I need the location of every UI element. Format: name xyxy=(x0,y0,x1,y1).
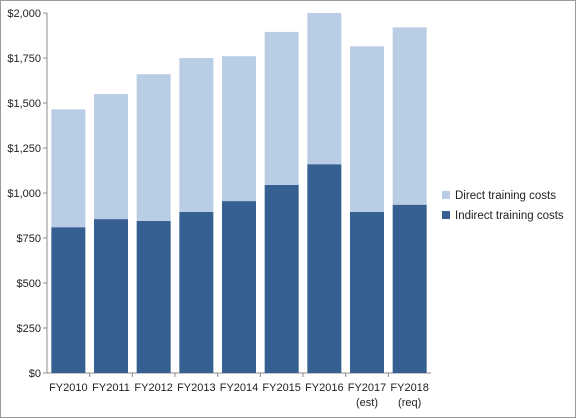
x-tick-label: FY2016 xyxy=(305,382,344,394)
y-tick-label: $1,250 xyxy=(7,143,41,155)
bar-direct-1 xyxy=(94,94,128,220)
bar-direct-4 xyxy=(222,56,256,202)
legend-label: Indirect training costs xyxy=(455,210,564,222)
y-tick-label: $500 xyxy=(17,278,41,290)
legend-label: Direct training costs xyxy=(455,190,556,202)
y-tick-label: $1,000 xyxy=(7,188,41,200)
x-tick-label: (req) xyxy=(398,397,421,409)
bar-direct-5 xyxy=(264,31,299,185)
bar-direct-6 xyxy=(307,13,342,165)
bar-indirect-5 xyxy=(264,184,299,373)
bar-indirect-2 xyxy=(136,220,171,373)
y-tick-label: $250 xyxy=(17,323,41,335)
y-tick-label: $1,750 xyxy=(7,53,41,65)
bar-indirect-0 xyxy=(51,227,86,373)
bar-direct-8 xyxy=(392,27,427,205)
y-tick-label: $2,000 xyxy=(7,8,41,20)
x-tick-label: FY2010 xyxy=(49,382,88,394)
bars xyxy=(51,13,427,373)
legend: Direct training costs Indirect training c… xyxy=(442,190,564,222)
bar-direct-3 xyxy=(179,58,214,212)
x-tick-label: (est) xyxy=(356,397,378,409)
bar-indirect-3 xyxy=(179,211,214,373)
y-tick-label: $0 xyxy=(29,368,41,380)
legend-swatch xyxy=(442,191,450,199)
bar-direct-2 xyxy=(136,74,171,221)
x-tick-label: FY2018 xyxy=(390,382,429,394)
bar-indirect-6 xyxy=(307,164,342,373)
x-tick-label: FY2014 xyxy=(220,382,259,394)
x-tick-label: FY2013 xyxy=(177,382,216,394)
x-tick-label: FY2011 xyxy=(92,382,130,394)
x-tick-label: FY2012 xyxy=(134,382,173,394)
bar-indirect-8 xyxy=(392,204,427,373)
x-tick-label: FY2015 xyxy=(262,382,301,394)
x-tick-label: FY2017 xyxy=(348,382,387,394)
tick-labels: $0 $250 $500 $750 $1,000 $1,250 $1,500 $1,750 $2… xyxy=(7,8,429,409)
bar-direct-7 xyxy=(350,46,384,212)
bar-direct-0 xyxy=(51,109,86,228)
legend-swatch xyxy=(442,211,450,219)
y-tick-label: $750 xyxy=(17,233,41,245)
bar-indirect-4 xyxy=(222,201,256,373)
bar-indirect-7 xyxy=(350,211,384,373)
bar-indirect-1 xyxy=(94,219,128,373)
y-tick-label: $1,500 xyxy=(7,98,41,110)
